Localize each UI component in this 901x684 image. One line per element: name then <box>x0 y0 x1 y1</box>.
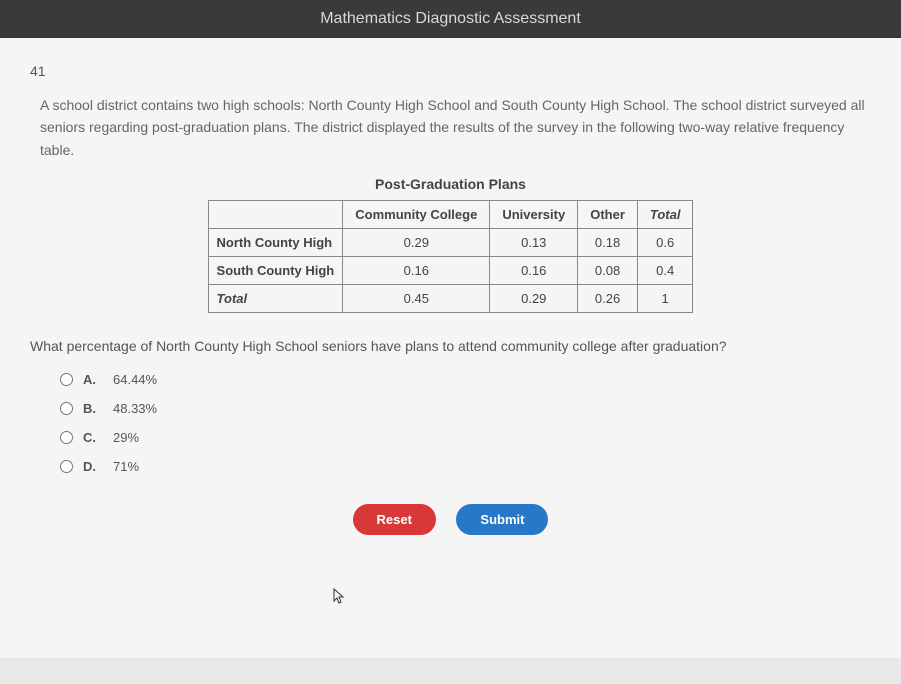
option-d[interactable]: D. 71% <box>60 459 871 474</box>
col-header-total: Total <box>637 201 693 229</box>
table-row: Total 0.45 0.29 0.26 1 <box>208 285 693 313</box>
option-text-d: 71% <box>113 459 139 474</box>
header-title: Mathematics Diagnostic Assessment <box>320 10 581 27</box>
submit-button[interactable]: Submit <box>456 504 548 535</box>
option-letter-d: D. <box>83 459 101 474</box>
option-letter-c: C. <box>83 430 101 445</box>
option-a[interactable]: A. 64.44% <box>60 372 871 387</box>
question-number: 41 <box>30 63 871 79</box>
table-cell: 0.26 <box>578 285 638 313</box>
table-cell: 0.4 <box>637 257 693 285</box>
table-cell: 0.13 <box>490 229 578 257</box>
table-row: South County High 0.16 0.16 0.08 0.4 <box>208 257 693 285</box>
table-row: North County High 0.29 0.13 0.18 0.6 <box>208 229 693 257</box>
table-cell: 0.18 <box>578 229 638 257</box>
table-cell: 1 <box>637 285 693 313</box>
table-cell: 0.45 <box>343 285 490 313</box>
table-cell: 0.29 <box>343 229 490 257</box>
sub-question: What percentage of North County High Sch… <box>30 338 871 354</box>
answer-options: A. 64.44% B. 48.33% C. 29% D. 71% <box>60 372 871 474</box>
row-label-north: North County High <box>208 229 343 257</box>
content-area: 41 A school district contains two high s… <box>0 38 901 658</box>
table-cell: 0.16 <box>490 257 578 285</box>
option-text-b: 48.33% <box>113 401 157 416</box>
option-letter-a: A. <box>83 372 101 387</box>
table-cell: 0.16 <box>343 257 490 285</box>
table-corner <box>208 201 343 229</box>
option-b[interactable]: B. 48.33% <box>60 401 871 416</box>
radio-b[interactable] <box>60 402 73 415</box>
button-row: Reset Submit <box>30 504 871 535</box>
option-c[interactable]: C. 29% <box>60 430 871 445</box>
col-header-other: Other <box>578 201 638 229</box>
radio-c[interactable] <box>60 431 73 444</box>
table-header-row: Community College University Other Total <box>208 201 693 229</box>
radio-d[interactable] <box>60 460 73 473</box>
option-letter-b: B. <box>83 401 101 416</box>
question-text: A school district contains two high scho… <box>40 94 871 161</box>
assessment-header: Mathematics Diagnostic Assessment <box>0 0 901 38</box>
row-label-south: South County High <box>208 257 343 285</box>
table-cell: 0.29 <box>490 285 578 313</box>
option-text-c: 29% <box>113 430 139 445</box>
table-cell: 0.08 <box>578 257 638 285</box>
col-header-university: University <box>490 201 578 229</box>
reset-button[interactable]: Reset <box>353 504 436 535</box>
col-header-community: Community College <box>343 201 490 229</box>
radio-a[interactable] <box>60 373 73 386</box>
option-text-a: 64.44% <box>113 372 157 387</box>
table-cell: 0.6 <box>637 229 693 257</box>
row-label-total: Total <box>208 285 343 313</box>
frequency-table: Community College University Other Total… <box>208 200 694 313</box>
table-title: Post-Graduation Plans <box>30 176 871 192</box>
